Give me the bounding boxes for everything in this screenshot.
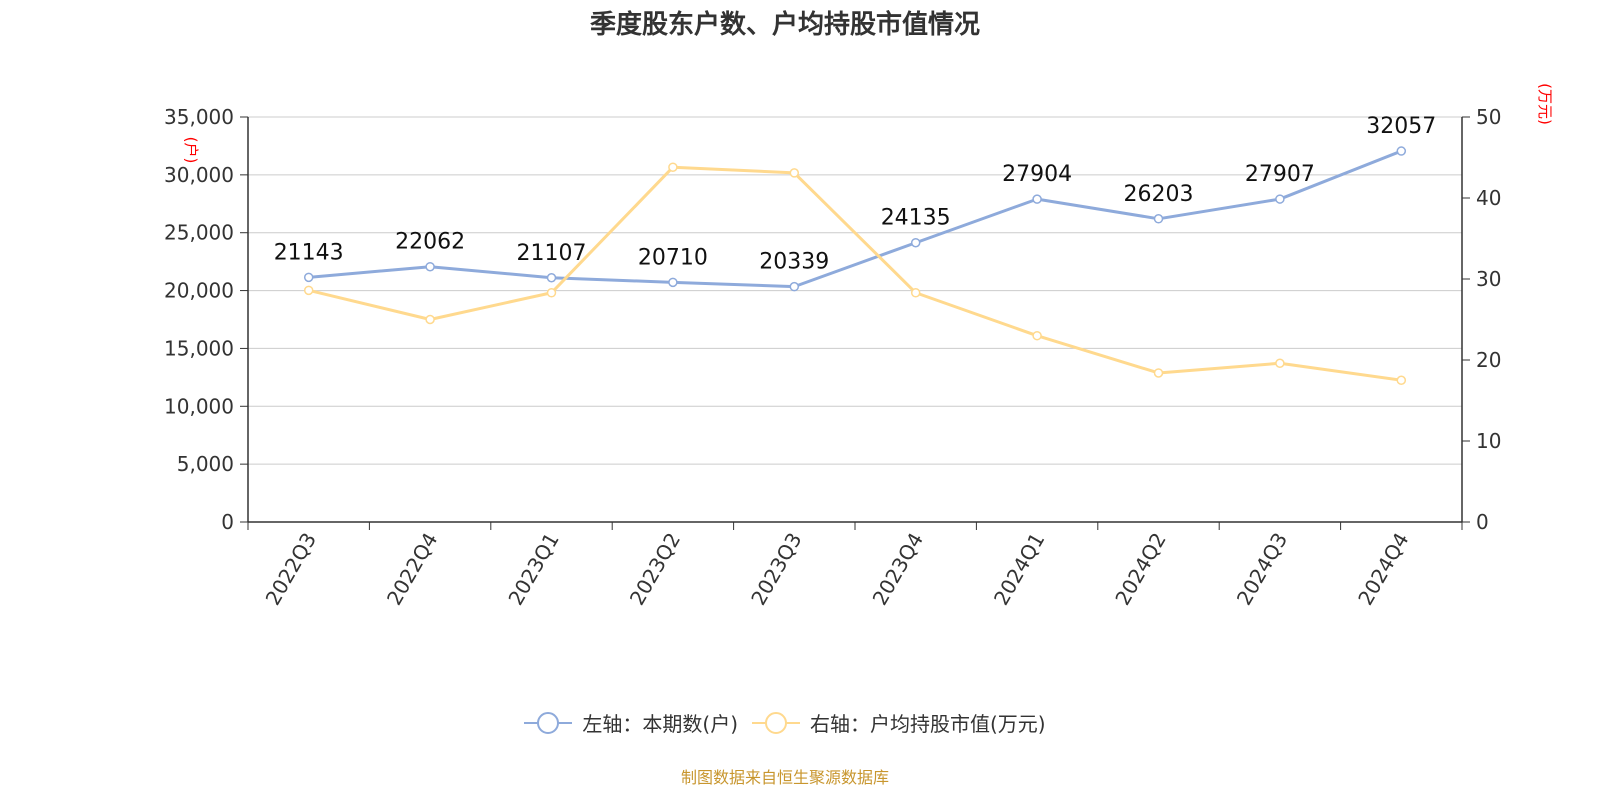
legend-left-series-icon	[524, 711, 573, 734]
x-axis-tick-label: 2022Q4	[382, 529, 442, 610]
data-labels: 21143 22062 21107 20710 20339 24135 27904 26203…	[274, 114, 1437, 275]
data-point	[1032, 330, 1042, 341]
data-point	[425, 261, 435, 272]
data-point	[546, 273, 557, 283]
x-axis-tick-label: 2022Q3	[261, 529, 321, 610]
legend-item-right-series[interactable]: 右轴：户均持股市值(万元)	[752, 708, 1046, 737]
data-point	[789, 168, 800, 178]
data-point	[1032, 194, 1042, 204]
axes: 0 5,000 10,000 15,000 20,000 25,000 30,000 35,0…	[164, 83, 1554, 609]
right-axis-tick-label: 0	[1476, 510, 1489, 534]
left-axis-unit-label: (户)	[182, 137, 200, 164]
right-axis-tick-label: 10	[1476, 429, 1501, 453]
left-axis-tick-label: 30,000	[164, 163, 234, 187]
data-label: 27907	[1245, 162, 1315, 187]
data-point	[668, 162, 678, 172]
x-axis-tick-label: 2024Q2	[1110, 529, 1170, 610]
x-axis-tick-label: 2024Q1	[989, 529, 1049, 610]
data-point	[789, 281, 800, 292]
series-layer	[303, 146, 1407, 385]
x-axis-tick-label: 2023Q4	[868, 529, 928, 610]
data-label: 24135	[881, 206, 951, 231]
data-point	[303, 285, 314, 296]
left-axis-tick-label: 20,000	[164, 279, 234, 303]
left-axis-tick-label: 25,000	[164, 221, 234, 245]
left-axis-tick-label: 5,000	[177, 452, 234, 476]
series-line-shareholder-count	[308, 149, 1402, 289]
data-point	[546, 288, 557, 298]
grid-lines	[248, 116, 1462, 465]
data-point	[1153, 368, 1164, 378]
right-axis-unit-label: (万元)	[1536, 83, 1554, 125]
data-label: 21143	[274, 240, 344, 265]
data-label: 20710	[638, 245, 708, 270]
legend-left-series-label: 左轴：本期数(户)	[582, 712, 738, 736]
legend: 左轴：本期数(户) 右轴：户均持股市值(万元)	[0, 708, 1570, 737]
data-label: 20339	[759, 250, 829, 275]
chart-canvas: 0 5,000 10,000 15,000 20,000 25,000 30,000 35,0…	[164, 83, 1554, 609]
data-point	[1153, 214, 1164, 224]
data-point	[1396, 146, 1407, 156]
data-label: 32057	[1366, 114, 1436, 139]
data-point	[1275, 358, 1285, 368]
right-axis-tick-label: 20	[1476, 348, 1501, 372]
right-axis-tick-label: 30	[1476, 267, 1501, 291]
data-point	[303, 272, 314, 283]
chart-title: 季度股东户数、户均持股市值情况	[589, 10, 980, 40]
x-axis-tick-label: 2024Q3	[1232, 529, 1292, 610]
data-point	[1396, 375, 1407, 385]
legend-right-series-icon	[752, 711, 800, 734]
data-point	[1275, 194, 1285, 204]
x-axis-tick-label: 2023Q2	[625, 529, 685, 610]
data-point	[668, 277, 678, 288]
x-axis-tick-label: 2024Q4	[1353, 529, 1413, 610]
data-label: 26203	[1124, 182, 1194, 207]
x-axis-tick-label: 2023Q3	[746, 529, 806, 610]
data-label: 22062	[395, 230, 465, 255]
series-line-avg-holding-value	[308, 165, 1402, 382]
data-point	[910, 288, 921, 298]
left-axis-tick-label: 15,000	[164, 336, 234, 360]
left-axis-tick-label: 0	[221, 510, 234, 534]
data-label: 21107	[517, 241, 587, 266]
data-label: 27904	[1002, 162, 1072, 187]
data-point	[425, 314, 435, 325]
data-point	[910, 237, 921, 248]
right-axis-tick-label: 40	[1476, 186, 1501, 210]
source-note: 制图数据来自恒生聚源数据库	[680, 768, 889, 787]
legend-right-series-label: 右轴：户均持股市值(万元)	[810, 712, 1046, 736]
left-axis-tick-label: 35,000	[164, 105, 234, 129]
x-axis-tick-label: 2023Q1	[503, 529, 563, 610]
left-axis-tick-label: 10,000	[164, 394, 234, 418]
right-axis-tick-label: 50	[1476, 105, 1501, 129]
legend-item-left-series[interactable]: 左轴：本期数(户)	[524, 708, 738, 737]
